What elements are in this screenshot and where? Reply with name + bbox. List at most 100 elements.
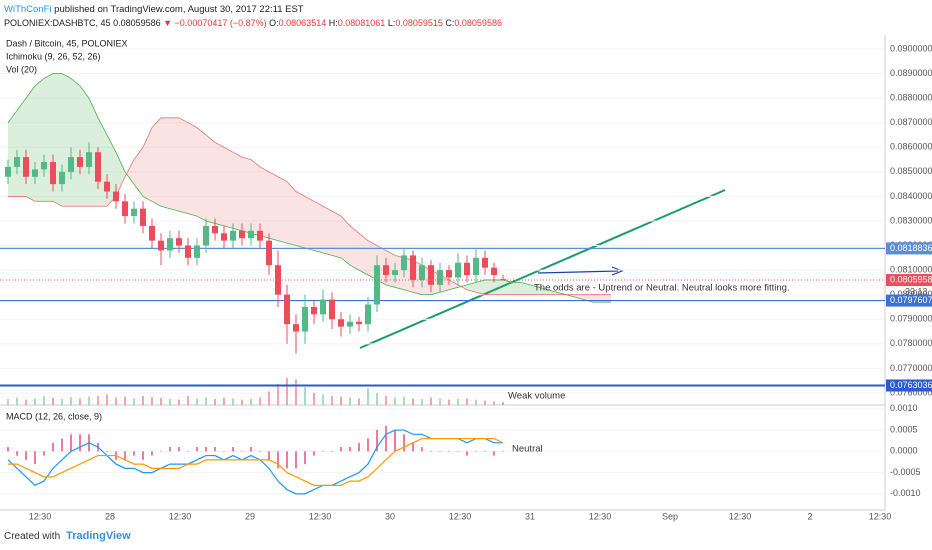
candle-body bbox=[257, 230, 263, 241]
candle-body bbox=[176, 238, 182, 246]
countdown: 33:13 bbox=[905, 286, 928, 296]
candle-body bbox=[131, 208, 137, 217]
quote-line: POLONIEX:DASHBTC, 45 0.08059586 ▼ −0.000… bbox=[4, 18, 502, 28]
ohlc-value: 0.08081061 bbox=[337, 18, 386, 28]
published: published on TradingView.com, August 30,… bbox=[54, 4, 304, 15]
histogram-bar bbox=[205, 447, 207, 452]
volume-bar bbox=[241, 399, 243, 405]
histogram-bar bbox=[160, 451, 162, 452]
candle-body bbox=[356, 321, 362, 325]
header-line: WiThConFi published on TradingView.com, … bbox=[4, 4, 304, 15]
cloud bbox=[161, 117, 170, 209]
volume-bar bbox=[124, 396, 126, 405]
cloud bbox=[224, 147, 233, 229]
histogram-bar bbox=[376, 430, 378, 452]
pane-title: MACD (12, 26, close, 9) bbox=[6, 411, 102, 421]
histogram-bar bbox=[250, 447, 252, 452]
volume-bar bbox=[97, 396, 99, 405]
volume-bar bbox=[205, 397, 207, 405]
histogram-bar bbox=[151, 451, 153, 456]
candle-body bbox=[500, 279, 506, 281]
candle-body bbox=[320, 299, 326, 315]
candle-body bbox=[293, 324, 299, 332]
candle-body bbox=[230, 230, 236, 241]
histogram-bar bbox=[7, 447, 9, 452]
candle-body bbox=[113, 191, 119, 202]
volume-bar bbox=[187, 396, 189, 405]
histogram-bar bbox=[142, 451, 144, 460]
histogram-bar bbox=[259, 451, 261, 452]
cloud bbox=[287, 181, 296, 246]
histogram-bar bbox=[331, 451, 333, 452]
x-tick-label: 12:30 bbox=[169, 511, 192, 521]
symbol: POLONIEX:DASHBTC, 45 bbox=[4, 18, 111, 28]
footer: Created with TradingView bbox=[4, 530, 131, 542]
candle-body bbox=[347, 321, 353, 327]
level-label: 0.07630363 bbox=[890, 380, 932, 390]
volume-bar bbox=[16, 397, 18, 405]
histogram-bar bbox=[439, 451, 441, 452]
cloud bbox=[206, 134, 215, 224]
author[interactable]: WiThConFi bbox=[4, 4, 52, 15]
candle-body bbox=[122, 201, 128, 217]
candle-body bbox=[239, 230, 245, 239]
histogram-bar bbox=[322, 451, 324, 452]
span-b-line bbox=[8, 117, 611, 296]
y-tick-label: -0.0005 bbox=[890, 467, 921, 477]
cloud bbox=[278, 176, 287, 244]
volume-bar bbox=[259, 397, 261, 405]
candle-body bbox=[5, 166, 11, 177]
volume-bar bbox=[151, 397, 153, 405]
span-a-line bbox=[7, 73, 611, 303]
macd-line bbox=[7, 429, 503, 495]
annotation: Neutral bbox=[512, 444, 543, 455]
volume-bar bbox=[196, 398, 198, 405]
cloud bbox=[251, 159, 260, 236]
histogram-bar bbox=[124, 451, 126, 460]
cloud bbox=[233, 152, 242, 231]
histogram-bar bbox=[241, 451, 243, 452]
histogram-bar bbox=[313, 451, 315, 456]
histogram-bar bbox=[214, 447, 216, 452]
cloud bbox=[359, 233, 368, 276]
histogram-bar bbox=[223, 451, 225, 452]
x-tick-label: 31 bbox=[525, 511, 535, 521]
cloud bbox=[449, 279, 458, 290]
candle-body bbox=[185, 245, 191, 258]
volume-bar bbox=[79, 398, 81, 405]
cloud bbox=[575, 294, 584, 300]
cloud bbox=[197, 127, 206, 221]
cloud bbox=[260, 166, 269, 239]
level-label-box bbox=[886, 242, 932, 255]
volume-bar bbox=[349, 397, 351, 405]
volume-bar bbox=[160, 397, 162, 405]
brand[interactable]: TradingView bbox=[66, 530, 131, 542]
histogram-bar bbox=[502, 451, 504, 452]
volume-bar bbox=[214, 399, 216, 405]
candle-body bbox=[275, 265, 281, 295]
candle-body bbox=[338, 319, 344, 327]
cloud bbox=[341, 216, 350, 266]
cloud bbox=[332, 211, 341, 258]
candle-body bbox=[95, 152, 101, 182]
cloud bbox=[269, 171, 278, 241]
cloud bbox=[35, 78, 44, 202]
candle-body bbox=[410, 255, 416, 280]
histogram-bar bbox=[340, 447, 342, 452]
volume-bar bbox=[142, 396, 144, 405]
candle-body bbox=[203, 225, 209, 246]
annotation: Weak volume bbox=[508, 391, 565, 402]
candle-body bbox=[41, 162, 47, 170]
candle-body bbox=[104, 181, 110, 192]
volume-bar bbox=[439, 398, 441, 405]
volume-bar bbox=[250, 399, 252, 405]
cloud bbox=[485, 279, 494, 295]
volume-bar bbox=[484, 400, 486, 405]
